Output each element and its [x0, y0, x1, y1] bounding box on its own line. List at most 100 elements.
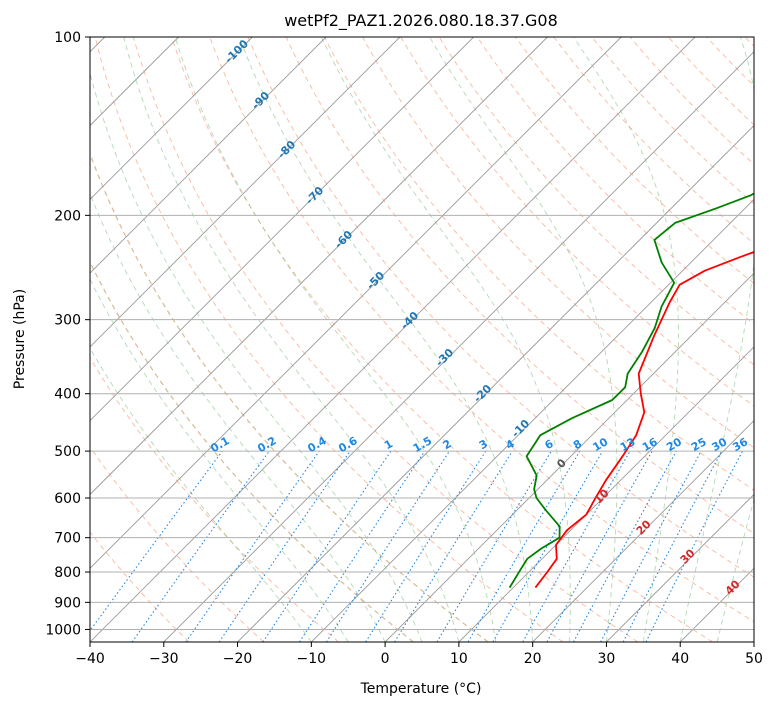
temperature-profile-line	[534, 251, 754, 589]
moist-adiabat-line	[90, 192, 386, 642]
mixing-ratio-line	[185, 450, 320, 642]
mixing-ratio-labels: 0.1 0.2 0.4 0.6 1 1.5 2 3 4 6 8 10 13 16 20 25 30 36	[208, 434, 750, 455]
y-tick-label: 800	[54, 565, 81, 581]
x-tick-label: −40	[75, 651, 105, 667]
mixing-ratio-label: 0.6	[336, 434, 360, 455]
mixing-ratio-label: 0.2	[255, 434, 278, 455]
mixing-ratio-line	[262, 450, 392, 642]
dry-adiabat-line	[362, 37, 754, 449]
y-tick-label: 300	[54, 313, 81, 329]
mixing-ratio-label: 6	[542, 437, 555, 452]
dry-adiabat-line	[90, 260, 414, 642]
isotherm-label: -50	[364, 269, 387, 292]
mixing-ratio-label: 1.5	[411, 434, 434, 455]
dry-adiabat-line	[515, 37, 754, 285]
moist-adiabat-line	[238, 37, 534, 642]
dry-adiabat-line	[90, 356, 339, 642]
moist-adiabat-line	[90, 71, 423, 642]
isotherm-line	[311, 198, 754, 642]
isotherm-label: -20	[471, 382, 494, 405]
x-tick-label: −30	[149, 651, 179, 667]
dry-adiabat-line	[400, 37, 754, 407]
isotherm-line	[532, 420, 754, 642]
x-tick-label: −20	[223, 651, 253, 667]
mixing-ratio-line	[467, 450, 581, 642]
mixing-ratio-label: 2	[441, 437, 454, 452]
y-tick-label: 1000	[45, 622, 81, 638]
moist-adiabat-line	[90, 347, 312, 642]
plot-frame	[89, 36, 755, 643]
y-tick-label: 900	[54, 595, 81, 611]
dry-adiabat-line	[132, 37, 639, 642]
x-axis-ticks: −40 −30 −20 −10 0 10 20 30 40 50	[75, 642, 763, 667]
y-tick-label: 500	[54, 444, 81, 460]
y-axis-ticks: 100 200 300 400 500 600 700 800 900 1000	[45, 30, 90, 638]
isotherm-line	[384, 272, 754, 642]
mixing-ratio-label: 0.4	[305, 434, 329, 455]
y-tick-label: 700	[54, 531, 81, 547]
dry-adiabat-line	[438, 37, 754, 366]
x-tick-label: 30	[598, 651, 616, 667]
mixing-ratio-line	[645, 450, 743, 642]
isotherm-label: 20	[634, 517, 654, 537]
mixing-ratio-line	[546, 450, 653, 642]
mixing-ratio-label: 1	[382, 437, 395, 452]
profile-series	[508, 192, 754, 589]
mixing-ratio-line	[573, 450, 677, 642]
isotherm-label: -60	[332, 228, 355, 251]
chart-title: wetPf2_PAZ1.2026.080.18.37.G08	[284, 11, 558, 31]
moist-adiabat-line	[174, 37, 497, 642]
mixing-ratio-label: 0.1	[208, 434, 231, 455]
y-tick-label: 100	[54, 30, 81, 46]
isotherm-line	[237, 124, 754, 642]
dry-adiabat-line	[171, 37, 713, 642]
moist-adiabat-line	[429, 37, 618, 642]
isotherm-label: 30	[678, 546, 698, 566]
isotherm-label: -100	[222, 37, 251, 66]
x-axis-title: Temperature (°C)	[360, 681, 482, 697]
dry-adiabat-line	[706, 37, 754, 87]
moist-adiabat-line	[716, 497, 754, 642]
moist-adiabat-line	[123, 37, 460, 642]
y-tick-label: 200	[54, 208, 81, 224]
isotherm-label: -10	[509, 417, 532, 440]
mixing-ratio-line	[436, 450, 552, 642]
moist-adiabat-line	[573, 37, 679, 642]
x-tick-label: 40	[671, 651, 689, 667]
x-tick-label: 10	[450, 651, 468, 667]
dry-adiabat-line	[476, 37, 754, 325]
mixing-ratio-line	[365, 450, 487, 642]
dewpoint-profile-line	[508, 192, 754, 589]
mixing-ratio-line	[522, 450, 631, 642]
isotherm-label: 40	[723, 577, 743, 597]
mixing-ratio-line	[90, 450, 223, 632]
isotherm-line	[90, 37, 253, 200]
isotherm-label: -40	[398, 309, 421, 332]
isotherm-line	[458, 346, 754, 642]
moist-adiabat-line	[90, 278, 349, 642]
isotherm-line	[90, 37, 327, 274]
dry-adiabat-line	[553, 37, 754, 244]
x-tick-label: −10	[297, 651, 327, 667]
dry-adiabat-line	[209, 37, 754, 623]
mixing-ratio-line	[325, 450, 450, 642]
y-tick-label: 600	[54, 491, 81, 507]
mixing-ratio-line	[394, 450, 513, 642]
x-tick-label: 0	[381, 651, 390, 667]
mixing-ratio-line	[131, 450, 270, 642]
isotherm-line	[163, 51, 754, 642]
isotherm-label: -90	[249, 89, 272, 112]
isotherm-line	[90, 37, 622, 569]
isotherm-line	[90, 37, 401, 348]
y-tick-label: 400	[54, 387, 81, 403]
isotherm-label: 0	[554, 456, 569, 471]
isotherm-line	[679, 567, 754, 642]
dry-adiabat-line	[90, 531, 190, 642]
dry-adiabat-line	[247, 37, 754, 578]
isotherm-line	[90, 37, 474, 422]
x-tick-label: 50	[745, 651, 763, 667]
dry-adiabat-line	[90, 152, 489, 642]
y-axis-title: Pressure (hPa)	[12, 289, 28, 389]
